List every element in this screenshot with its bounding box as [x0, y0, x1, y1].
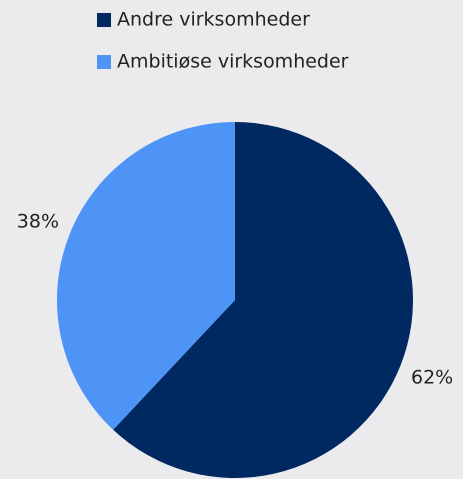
- pie-slice: [57, 122, 236, 430]
- pie-slice: [113, 122, 414, 478]
- data-label: 62%: [411, 367, 453, 389]
- legend-label: Andre virksomheder: [117, 9, 310, 31]
- legend-swatch: [97, 55, 111, 69]
- data-label: 38%: [17, 210, 59, 232]
- legend-label: Ambitiøse virksomheder: [117, 51, 349, 73]
- legend-swatch: [97, 13, 111, 27]
